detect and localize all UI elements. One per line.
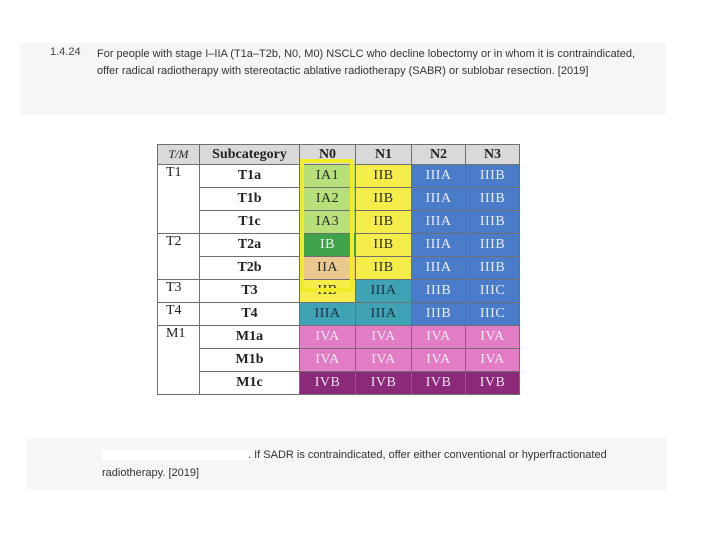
stage-cell: IIB [355, 210, 412, 234]
recommendation-number: 1.4.24 [50, 46, 81, 58]
stage-cell: IIIB [411, 279, 466, 303]
stage-cell: IIIB [465, 233, 520, 257]
stage-cell: IA1 [299, 164, 356, 188]
subcategory-cell: T1b [199, 187, 300, 211]
stage-cell: IVA [355, 325, 412, 349]
table-header-row: T/M Subcategory N0 N1 N2 N3 [157, 144, 520, 165]
table-row: T3 T3 IIB IIIA IIIB IIIC [157, 279, 520, 303]
subcategory-cell: T2a [199, 233, 300, 257]
table-row: M1 M1a IVA IVA IVA IVA [157, 325, 520, 395]
subcategory-cell: T4 [199, 302, 300, 326]
subcategory-cell: M1a [199, 325, 300, 349]
subcategory-cell: T1a [199, 164, 300, 188]
stage-cell: IIA [299, 256, 356, 280]
table-row: T2 T2a IB IIB IIIA IIIB [157, 233, 520, 280]
tm-cell: T2 [157, 233, 200, 280]
stage-cell: IIB [355, 256, 412, 280]
stage-cell: IIIA [411, 164, 466, 188]
subcategory-cell: T1c [199, 210, 300, 234]
tm-cell: T3 [157, 279, 200, 303]
bottom-text-content: . If SADR is contraindicated, offer eith… [102, 449, 607, 479]
table-row: M1b IVA IVA IVA IVA [158, 348, 520, 372]
stage-cell: IIIA [355, 279, 412, 303]
stage-cell: IIIC [465, 302, 520, 326]
header-n0: N0 [299, 144, 356, 165]
subcategory-cell: T3 [199, 279, 300, 303]
stage-cell: IVA [465, 325, 520, 349]
tm-cell: M1 [157, 325, 200, 395]
header-subcategory: Subcategory [199, 144, 300, 165]
stage-cell: IVA [299, 348, 356, 372]
table-row: T2b IIA IIB IIIA IIIB [158, 256, 520, 280]
subcategory-cell: M1c [199, 371, 300, 395]
header-tm: T/M [157, 144, 200, 165]
stage-cell: IA3 [299, 210, 356, 234]
stage-cell: IIB [355, 164, 412, 188]
stage-cell: IIIA [299, 302, 356, 326]
stage-cell: IVB [355, 371, 412, 395]
stage-cell: IIIB [411, 302, 466, 326]
bottom-recommendation-panel [27, 438, 667, 490]
stage-cell: IA2 [299, 187, 356, 211]
stage-cell: IIIB [465, 256, 520, 280]
header-n3: N3 [465, 144, 520, 165]
stage-cell: IIB [355, 233, 412, 257]
recommendation-panel [20, 43, 666, 115]
table-row: T1b IA2 IIB IIIA IIIB [158, 187, 520, 211]
stage-cell: IIIB [465, 164, 520, 188]
stage-cell: IIB [299, 279, 356, 303]
redacted-text [102, 450, 248, 461]
stage-cell: IVA [411, 325, 466, 349]
stage-cell: IVB [299, 371, 356, 395]
recommendation-text: For people with stage I–IIA (T1a–T2b, N0… [97, 48, 636, 77]
header-n2: N2 [411, 144, 466, 165]
stage-cell: IIIA [411, 210, 466, 234]
stage-cell: IIIC [465, 279, 520, 303]
stage-cell: IIIA [411, 233, 466, 257]
stage-cell: IVA [355, 348, 412, 372]
header-n1: N1 [355, 144, 412, 165]
stage-cell: IIIB [465, 210, 520, 234]
table-row: M1c IVB IVB IVB IVB [158, 371, 520, 395]
table-row: T4 T4 IIIA IIIA IIIB IIIC [157, 302, 520, 326]
stage-cell: IB [299, 233, 356, 257]
stage-cell: IIIA [411, 187, 466, 211]
stage-cell: IIB [355, 187, 412, 211]
stage-cell: IVB [465, 371, 520, 395]
tm-cell: T1 [157, 164, 200, 234]
subcategory-cell: T2b [199, 256, 300, 280]
stage-cell: IVA [465, 348, 520, 372]
stage-cell: IVA [299, 325, 356, 349]
table-row: T1c IA3 IIB IIIA IIIB [158, 210, 520, 234]
stage-cell: IIIA [411, 256, 466, 280]
stage-cell: IVA [411, 348, 466, 372]
tm-cell: T4 [157, 302, 200, 326]
stage-cell: IVB [411, 371, 466, 395]
stage-cell: IIIB [465, 187, 520, 211]
bottom-recommendation-text: . If SADR is contraindicated, offer eith… [102, 446, 647, 482]
tnm-staging-table: T/M Subcategory N0 N1 N2 N3 T1 T1a IA1 I… [157, 144, 520, 395]
table-row: T1 T1a IA1 IIB IIIA IIIB [157, 164, 520, 234]
stage-cell: IIIA [355, 302, 412, 326]
subcategory-cell: M1b [199, 348, 300, 372]
